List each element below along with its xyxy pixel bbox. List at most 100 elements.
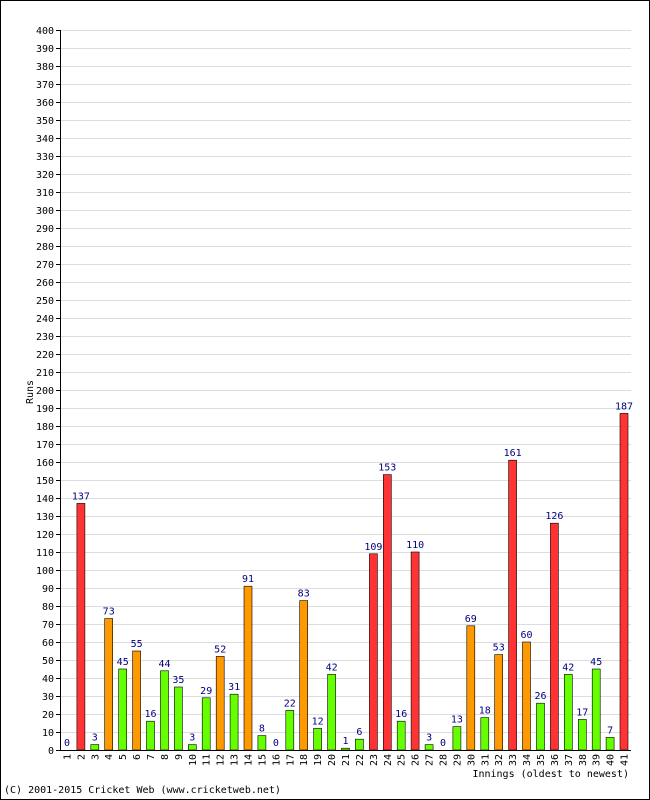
value-label: 44 — [158, 659, 170, 670]
bar — [243, 585, 253, 751]
value-label: 73 — [103, 607, 115, 618]
y-tick-label: 230 — [36, 332, 54, 343]
value-label: 153 — [378, 463, 396, 474]
bar — [257, 735, 267, 751]
x-tick-label: 34 — [522, 754, 533, 766]
bar — [146, 720, 155, 751]
value-label: 110 — [406, 540, 424, 551]
bar — [619, 413, 629, 751]
value-label: 42 — [326, 662, 338, 673]
value-label: 29 — [200, 686, 212, 697]
value-label: 42 — [562, 662, 574, 673]
value-label: 6 — [356, 727, 362, 738]
y-tick-label: 120 — [36, 530, 54, 541]
value-labels: 0137373455516443532952319180228312421610… — [64, 401, 633, 749]
value-label: 91 — [242, 574, 254, 585]
bar — [76, 503, 86, 751]
y-tick-label: 180 — [36, 422, 54, 433]
value-label: 53 — [493, 643, 505, 654]
bar — [424, 744, 434, 751]
bar — [480, 717, 490, 751]
x-tick-label: 41 — [620, 754, 631, 766]
value-label: 60 — [520, 630, 532, 641]
x-tick-label: 32 — [494, 754, 505, 766]
y-tick-label: 70 — [42, 620, 54, 631]
bar — [591, 668, 601, 751]
x-tick-label: 30 — [466, 754, 477, 766]
bar — [132, 650, 141, 751]
bar — [174, 686, 183, 751]
bar — [522, 641, 531, 751]
value-label: 55 — [131, 639, 143, 650]
x-tick-label: 10 — [188, 754, 199, 766]
x-tick-label: 21 — [341, 754, 352, 766]
copyright-notice: (C) 2001-2015 Cricket Web (www.cricketwe… — [4, 785, 281, 796]
y-tick-label: 80 — [42, 602, 54, 613]
y-tick-label: 260 — [36, 278, 54, 289]
x-tick-label: 4 — [104, 754, 115, 760]
x-tick-label: 3 — [90, 754, 101, 760]
bar — [508, 459, 517, 751]
value-label: 3 — [92, 733, 98, 744]
x-tick-label: 12 — [216, 754, 227, 766]
value-label: 0 — [273, 738, 279, 749]
bar — [494, 654, 504, 751]
bar — [369, 553, 378, 751]
y-tick-label: 330 — [36, 152, 54, 163]
y-tick-label: 250 — [36, 296, 54, 307]
value-label: 187 — [615, 401, 633, 412]
y-axis-ticks: 0 10 20 30 40 50 60 70 80 90 100 110 120 130 140 150 160… — [36, 26, 60, 757]
x-tick-label: 8 — [160, 754, 171, 760]
value-label: 83 — [298, 589, 310, 600]
x-tick-label: 16 — [271, 754, 282, 766]
y-tick-label: 0 — [48, 746, 54, 757]
y-tick-label: 60 — [42, 638, 54, 649]
x-tick-label: 27 — [425, 754, 436, 766]
bar — [605, 737, 615, 751]
y-tick-label: 20 — [42, 710, 54, 721]
x-tick-label: 18 — [299, 754, 310, 766]
bar — [536, 702, 545, 751]
y-tick-label: 170 — [36, 440, 54, 451]
bar — [382, 474, 392, 751]
x-tick-label: 9 — [174, 754, 185, 760]
grid-lines — [60, 30, 631, 733]
x-tick-label: 38 — [578, 754, 589, 766]
value-label: 161 — [504, 448, 522, 459]
y-tick-label: 300 — [36, 206, 54, 217]
value-label: 109 — [364, 542, 382, 553]
value-label: 16 — [144, 709, 156, 720]
x-tick-label: 5 — [118, 754, 129, 760]
value-label: 126 — [545, 511, 563, 522]
x-tick-label: 37 — [564, 754, 575, 766]
value-label: 16 — [395, 709, 407, 720]
bar — [285, 710, 295, 751]
y-tick-label: 190 — [36, 404, 54, 415]
x-tick-label: 29 — [452, 754, 463, 766]
y-tick-label: 100 — [36, 566, 54, 577]
bar — [215, 656, 225, 751]
y-tick-label: 90 — [42, 584, 54, 595]
x-tick-label: 40 — [606, 754, 617, 766]
bar — [327, 674, 336, 751]
bar — [299, 600, 309, 751]
x-tick-label: 35 — [536, 754, 547, 766]
x-tick-label: 31 — [480, 754, 491, 766]
bar — [160, 670, 169, 751]
x-tick-label: 6 — [132, 754, 143, 760]
x-tick-label: 20 — [327, 754, 338, 766]
value-label: 137 — [72, 491, 90, 502]
bar — [201, 697, 211, 751]
value-label: 69 — [465, 614, 477, 625]
x-tick-label: 11 — [202, 754, 213, 766]
y-tick-label: 240 — [36, 314, 54, 325]
x-tick-label: 39 — [592, 754, 603, 766]
bar — [118, 668, 127, 751]
x-tick-label: 15 — [257, 754, 268, 766]
y-tick-label: 360 — [36, 98, 54, 109]
x-tick-label: 22 — [355, 754, 366, 766]
value-label: 13 — [451, 715, 463, 726]
value-label: 35 — [172, 675, 184, 686]
x-tick-label: 13 — [230, 754, 241, 766]
x-tick-label: 14 — [244, 754, 255, 766]
